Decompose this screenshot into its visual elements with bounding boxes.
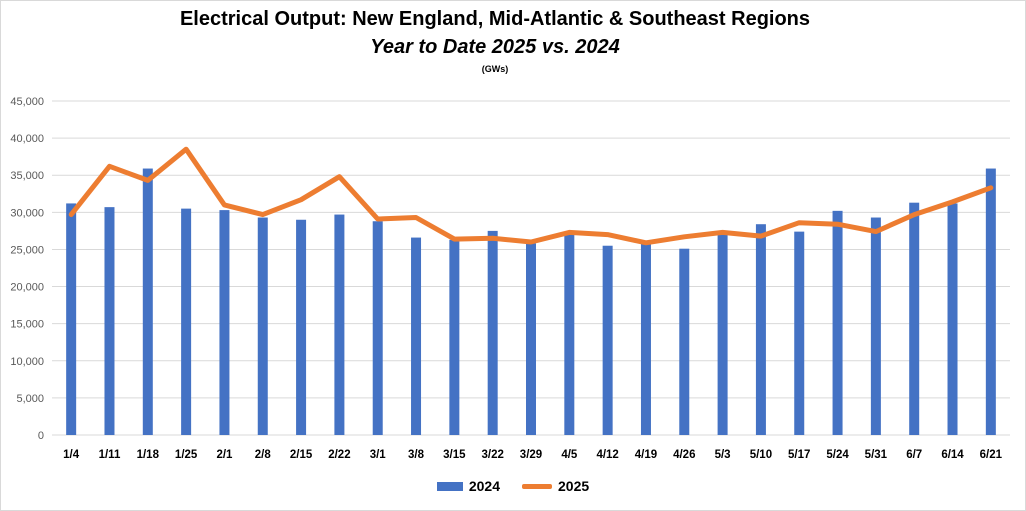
bar-2024 <box>755 224 766 435</box>
bar-2024 <box>66 203 77 435</box>
y-tick-label: 20,000 <box>10 282 44 294</box>
x-tick-label: 5/10 <box>750 449 772 461</box>
x-tick-label: 3/22 <box>481 449 503 461</box>
bar-2024 <box>870 217 881 435</box>
x-tick-label: 3/8 <box>408 449 425 461</box>
legend: 2024 2025 <box>0 478 1026 494</box>
y-tick-label: 45,000 <box>10 96 44 108</box>
x-tick-label: 5/3 <box>715 449 731 461</box>
x-tick-label: 1/18 <box>137 449 160 461</box>
bar-2024 <box>717 234 728 435</box>
unit-label: (GWs) <box>481 64 509 74</box>
x-tick-label: 5/17 <box>788 449 810 461</box>
bar-2024 <box>487 230 498 435</box>
y-tick-label: 15,000 <box>10 319 44 331</box>
bar-2024 <box>104 207 115 435</box>
bar-2024 <box>985 168 996 435</box>
y-tick-label: 10,000 <box>10 356 44 368</box>
y-tick-label: 30,000 <box>10 207 44 219</box>
bar-2024 <box>640 242 651 435</box>
x-tick-label: 3/29 <box>520 449 542 461</box>
bar-2024 <box>257 217 268 435</box>
legend-item-2024: 2024 <box>436 478 500 494</box>
bar-2024 <box>564 233 575 435</box>
bar-2024 <box>449 239 460 435</box>
x-tick-label: 6/21 <box>980 449 1003 461</box>
x-axis-labels: 1/4 1/11 1/18 1/25 2/1 2/8 2/15 2/22 3/1 3/8 3/15 3… <box>63 449 1002 461</box>
series-2025-line <box>68 146 994 246</box>
x-tick-label: 2/1 <box>216 449 233 461</box>
bar-2024 <box>794 231 805 435</box>
bar-2024 <box>372 221 383 435</box>
legend-item-2025: 2025 <box>522 478 589 494</box>
legend-label-2024: 2024 <box>468 478 500 494</box>
y-tick-label: 0 <box>38 430 44 442</box>
x-tick-label: 2/22 <box>328 449 350 461</box>
y-tick-label: 5,000 <box>16 393 44 405</box>
x-tick-label: 2/8 <box>255 449 272 461</box>
x-tick-label: 1/25 <box>175 449 198 461</box>
x-tick-label: 5/24 <box>826 449 849 461</box>
bar-2024 <box>832 210 843 435</box>
y-tick-label: 40,000 <box>10 133 44 145</box>
bar-2024 <box>296 219 307 435</box>
series-2024-bars <box>66 168 996 435</box>
x-tick-label: 3/15 <box>443 449 466 461</box>
bar-2024 <box>602 245 613 435</box>
x-tick-label: 4/26 <box>673 449 695 461</box>
legend-label-2025: 2025 <box>558 478 590 494</box>
y-tick-label: 25,000 <box>10 244 44 256</box>
x-tick-label: 6/7 <box>906 449 922 461</box>
x-tick-label: 2/15 <box>290 449 313 461</box>
chart-subtitle: Year to Date 2025 vs. 2024 <box>370 36 620 58</box>
x-tick-label: 4/5 <box>561 449 578 461</box>
bar-2024 <box>181 208 192 435</box>
bar-2024 <box>411 237 422 435</box>
x-tick-label: 5/31 <box>865 449 888 461</box>
bar-2024 <box>679 248 690 435</box>
x-tick-label: 4/12 <box>596 449 618 461</box>
x-tick-label: 1/4 <box>63 449 80 461</box>
line-2025 <box>68 146 994 246</box>
y-tick-label: 35,000 <box>10 170 44 182</box>
x-tick-label: 3/1 <box>370 449 387 461</box>
x-tick-label: 1/11 <box>99 449 121 461</box>
bar-2024 <box>947 203 958 435</box>
bar-2024 <box>334 214 345 435</box>
x-tick-label: 6/14 <box>941 449 964 461</box>
y-axis-labels: 0 5,000 10,000 15,000 20,000 25,000 30,000 35,0… <box>10 96 44 442</box>
chart-title: Electrical Output: New England, Mid-Atla… <box>179 8 811 30</box>
bar-2024 <box>909 202 920 435</box>
bar-2024 <box>219 210 230 435</box>
x-tick-label: 4/19 <box>635 449 657 461</box>
legend-swatch-2024 <box>436 481 463 491</box>
bar-2024 <box>526 243 536 435</box>
legend-swatch-2025 <box>522 483 552 489</box>
bar-2024 <box>142 168 153 435</box>
